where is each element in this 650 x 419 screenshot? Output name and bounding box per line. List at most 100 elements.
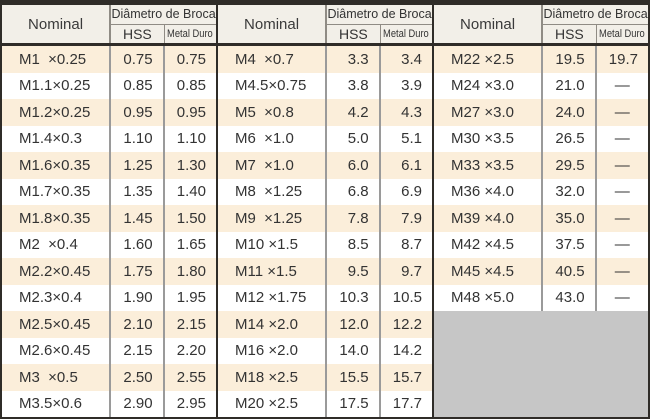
hss-value-cell: 9.5 [327,258,381,285]
group-body: M22 ×2.5 19.5 19.7 M24 ×3.0 21.0— M27 ×3.0 24.… [434,46,648,417]
empty-filler [434,311,648,417]
hss-value-cell: 1.25 [111,152,165,179]
metal-duro-value-cell: 0.85 [176,77,206,95]
metal-duro-value-cell: 6.9 [401,183,422,201]
hss-value-cell: 10.3 [327,284,381,311]
nominal-cell: M8 ×1.25 [218,178,328,205]
table-row: M11 ×1.5 9.5 9.7 [218,258,432,285]
hss-value-cell: 40.5 [543,258,597,285]
hss-column-header: HSS [327,24,381,43]
hss-value-cell: 1.45 [111,205,165,232]
hss-value-cell: 2.90 [111,390,165,417]
nominal-cell: M4.5×0.75 [218,72,328,99]
table-row: M39 ×4.0 35.0 — [434,205,648,232]
nominal-cell: M2.3×0.4 [2,284,112,311]
hss-column-header: HSS [543,24,597,43]
hss-value-cell: 2.10 [111,311,165,338]
nominal-cell: M12 ×1.75 [218,284,328,311]
metal-duro-value-cell: — [614,103,630,121]
hss-value-cell: 0.75 [111,46,165,73]
metal-duro-value-cell: 8.7 [401,236,422,254]
table-row: M5 ×0.8 4.2 4.3 [218,99,432,126]
table-row: M27 ×3.0 24.0 — [434,99,648,126]
hss-value-cell: 1.60 [111,231,165,258]
metal-duro-value-cell: — [614,183,630,201]
hss-value-cell: 19.5 [543,46,597,73]
table-row: M2.2×0.45 1.75 1.80 [2,258,216,285]
metal-duro-value-cell: 12.2 [392,315,422,333]
hss-value-cell: 3.3 [327,46,381,73]
metal-duro-value-cell: 7.9 [401,209,422,227]
metal-duro-value-cell: 1.95 [176,289,206,307]
metal-duro-value-cell: 10.5 [392,289,422,307]
metal-duro-value-cell: 6.1 [401,156,422,174]
metal-duro-value-cell: — [614,77,630,95]
metal-duro-value-cell: 14.2 [392,342,422,360]
nominal-cell: M4 ×0.7 [218,46,328,73]
hss-value-cell: 32.0 [543,178,597,205]
metal-duro-value-cell: — [614,130,630,148]
table-row: M3.5×0.6 2.90 2.95 [2,390,216,417]
table-row: M33 ×3.5 29.5 — [434,152,648,179]
table-row: M1.2×0.25 0.95 0.95 [2,99,216,126]
nominal-cell: M11 ×1.5 [218,258,328,285]
nominal-cell: M45 ×4.5 [434,258,544,285]
group-header: Nominal Diâmetro de Broca HSS Metal Duro [2,5,216,46]
nominal-cell: M24 ×3.0 [434,72,544,99]
nominal-cell: M39 ×4.0 [434,205,544,232]
table-group-1: Nominal Diâmetro de Broca HSS Metal Duro… [2,5,216,417]
nominal-cell: M5 ×0.8 [218,99,328,126]
nominal-cell: M1 ×0.25 [2,46,112,73]
nominal-cell: M10 ×1.5 [218,231,328,258]
hss-value-cell: 17.5 [327,390,381,417]
metal-duro-value-cell: 1.40 [176,183,206,201]
hss-value-cell: 4.2 [327,99,381,126]
metal-duro-value-cell: 17.7 [392,395,422,413]
hss-value-cell: 6.8 [327,178,381,205]
metal-duro-value-cell: 0.95 [176,103,206,121]
hss-value-cell: 24.0 [543,99,597,126]
table-row: M8 ×1.25 6.8 6.9 [218,178,432,205]
table-row: M4.5×0.75 3.8 3.9 [218,72,432,99]
metal-duro-value-cell: 1.30 [176,156,206,174]
diameter-column-header: Diâmetro de Broca [327,5,432,25]
nominal-cell: M1.8×0.35 [2,205,112,232]
table-row: M20 ×2.5 17.5 17.7 [218,390,432,417]
metal-duro-value-cell: 2.15 [176,315,206,333]
diameter-subheader: HSS Metal Duro [543,24,648,43]
metal-duro-value-cell: — [614,262,630,280]
table-row: M6 ×1.0 5.0 5.1 [218,125,432,152]
nominal-cell: M3 ×0.5 [2,364,112,391]
table-row: M1.6×0.35 1.25 1.30 [2,152,216,179]
metal-duro-value-cell: 2.20 [176,342,206,360]
nominal-cell: M1.7×0.35 [2,178,112,205]
hss-value-cell: 14.0 [327,337,381,364]
group-header: Nominal Diâmetro de Broca HSS Metal Duro [218,5,432,46]
nominal-cell: M2.5×0.45 [2,311,112,338]
table-row: M36 ×4.0 32.0 — [434,178,648,205]
metal-duro-value-cell: 3.9 [401,77,422,95]
hss-value-cell: 35.0 [543,205,597,232]
table-group-2: Nominal Diâmetro de Broca HSS Metal Duro… [216,5,432,417]
nominal-column-header: Nominal [434,5,544,43]
metal-duro-value-cell: 0.75 [176,50,206,68]
hss-value-cell: 43.0 [543,284,597,311]
nominal-cell: M30 ×3.5 [434,125,544,152]
metal-duro-value-cell: 5.1 [401,130,422,148]
metal-duro-column-header: Metal Duro [383,27,430,40]
metal-duro-column-header: Metal Duro [167,27,214,40]
diameter-header-block: Diâmetro de Broca HSS Metal Duro [111,5,216,43]
hss-value-cell: 15.5 [327,364,381,391]
group-body: M1 ×0.25 0.75 0.75 M1.1×0.25 0.85 0.85 M1.2×0.… [2,46,216,417]
nominal-cell: M20 ×2.5 [218,390,328,417]
diameter-header-block: Diâmetro de Broca HSS Metal Duro [543,5,648,43]
diameter-subheader: HSS Metal Duro [111,24,216,43]
nominal-cell: M42 ×4.5 [434,231,544,258]
hss-value-cell: 12.0 [327,311,381,338]
nominal-cell: M1.6×0.35 [2,152,112,179]
hss-value-cell: 37.5 [543,231,597,258]
metal-duro-value-cell: 19.7 [608,50,638,68]
nominal-cell: M7 ×1.0 [218,152,328,179]
hss-column-header: HSS [111,24,165,43]
